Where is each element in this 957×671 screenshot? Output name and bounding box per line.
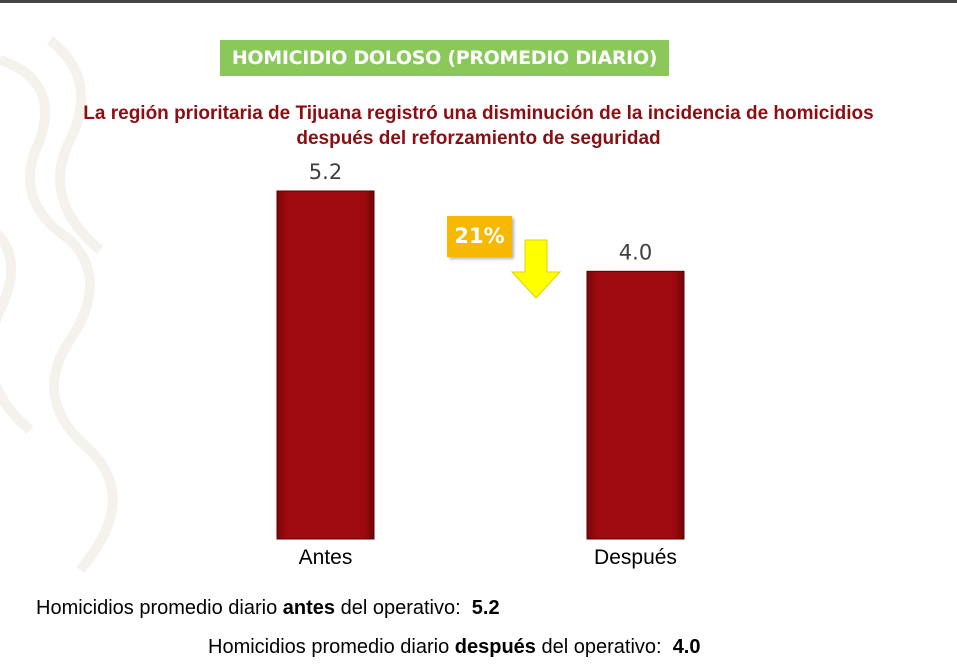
footer-value: 4.0	[672, 636, 701, 658]
chart-title: HOMICIDIO DOLOSO (PROMEDIO DIARIO)	[220, 40, 669, 76]
value-label: 5.2	[309, 160, 342, 184]
value-label: 4.0	[619, 240, 652, 264]
category-label: Antes	[299, 546, 353, 569]
window-top-border	[0, 0, 957, 3]
watermark-decoration	[0, 36, 118, 574]
footer-line-despues: Homicidios promedio diario después del o…	[208, 636, 701, 659]
footer-bold: después	[454, 636, 536, 658]
footer-bold: antes	[282, 597, 336, 619]
down-arrow-icon	[510, 239, 562, 299]
footer-line-antes: Homicidios promedio diario antes del ope…	[36, 597, 500, 620]
subtitle-line-2: después del reforzamiento de seguridad	[296, 128, 661, 149]
bar-despues	[586, 270, 685, 540]
footer-prefix: Homicidios promedio diario	[208, 636, 455, 658]
subtitle-line-1: La región prioritaria de Tijuana registr…	[83, 103, 874, 124]
bar-antes	[276, 190, 375, 540]
chart-subtitle: La región prioritaria de Tijuana registr…	[20, 101, 937, 151]
footer-suffix: del operativo:	[535, 636, 673, 658]
footer-suffix: del operativo:	[335, 597, 472, 619]
footer-prefix: Homicidios promedio diario	[36, 597, 283, 619]
footer-value: 5.2	[471, 597, 500, 619]
category-label: Después	[594, 546, 677, 569]
change-badge: 21%	[447, 216, 512, 257]
